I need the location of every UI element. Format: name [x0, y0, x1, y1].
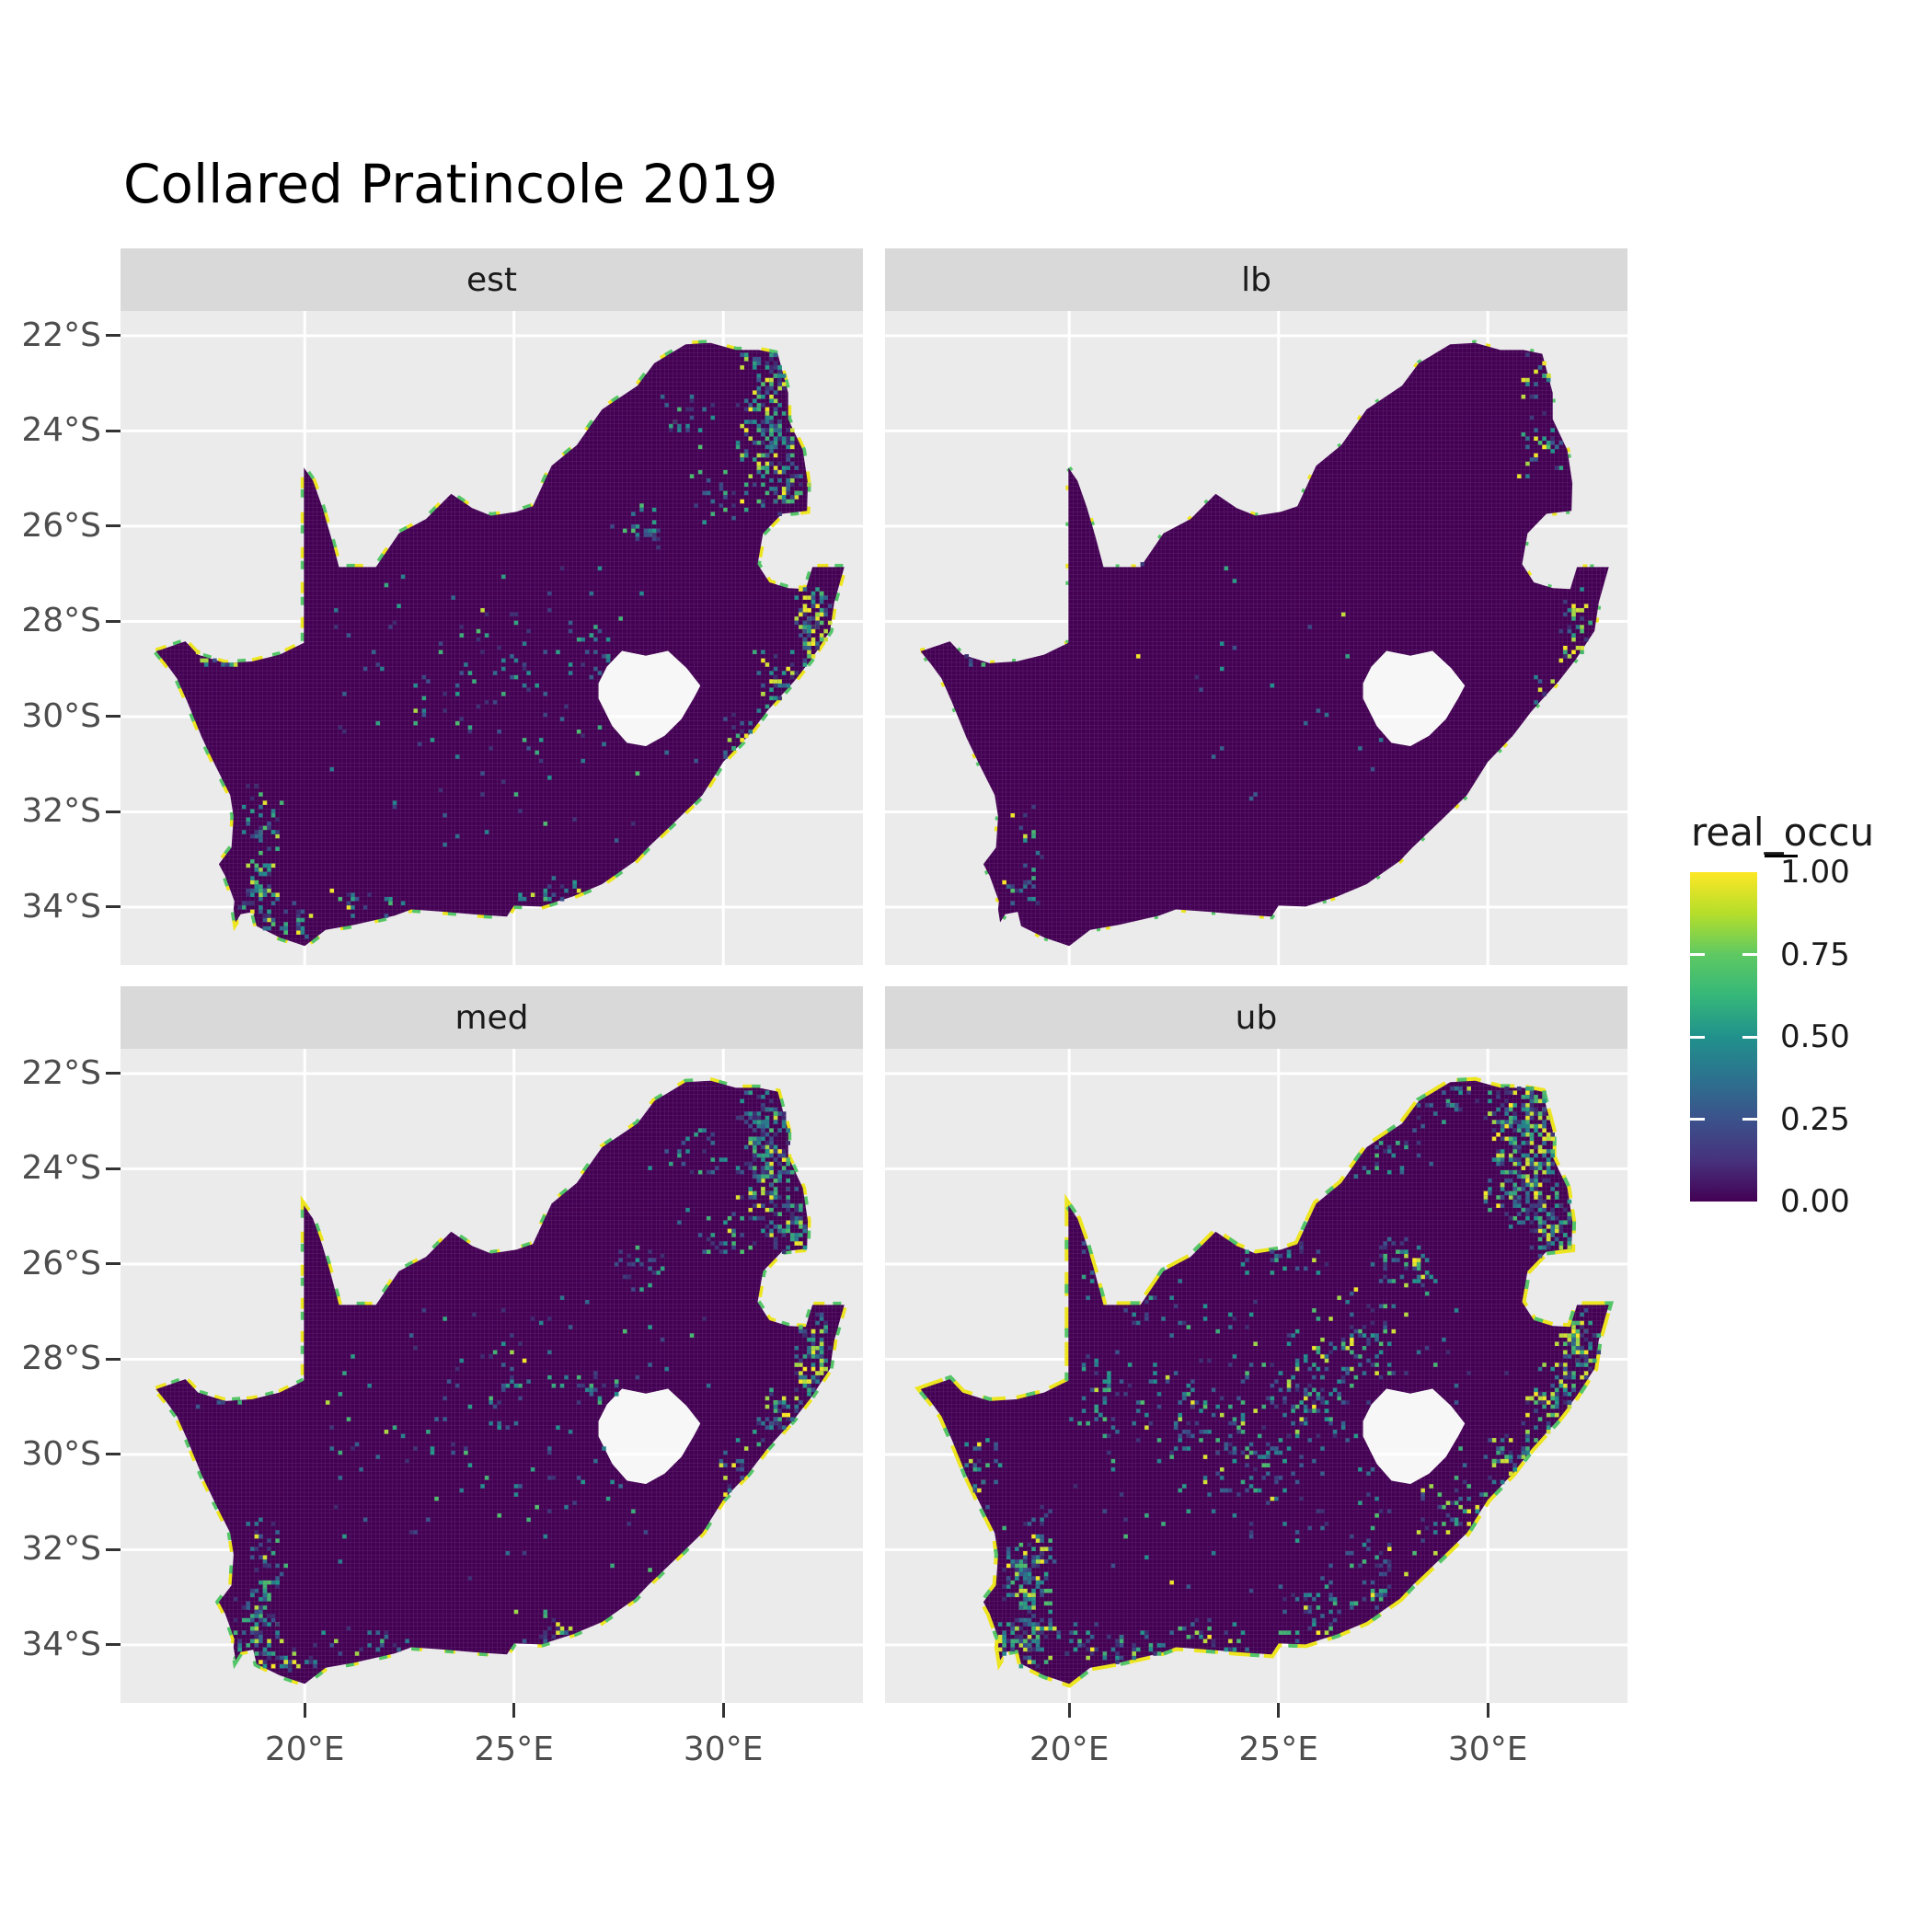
- occupancy-cells: [195, 1090, 833, 1673]
- panel-gridline: [885, 1072, 1627, 1075]
- legend-title: real_occu: [1691, 810, 1875, 855]
- panel-gridline: [121, 334, 863, 338]
- y-axis-tick: [106, 810, 121, 813]
- lesotho-hole: [598, 1388, 701, 1484]
- y-tick-label: 34°S: [21, 887, 101, 926]
- y-tick-label: 30°S: [21, 696, 101, 735]
- x-tick-label: 25°E: [1238, 1731, 1318, 1768]
- panel-gridline: [885, 429, 1627, 432]
- y-tick-label: 22°S: [21, 316, 101, 354]
- x-tick-label: 30°E: [1447, 1731, 1528, 1768]
- y-axis-tick: [106, 1167, 121, 1170]
- y-tick-label: 32°S: [21, 1530, 101, 1569]
- legend-tick: [1690, 953, 1705, 956]
- y-tick-label: 26°S: [21, 1244, 101, 1282]
- map-panel-ub: [885, 1049, 1627, 1703]
- map-panel-med: [121, 1049, 863, 1703]
- y-tick-label: 24°S: [21, 1149, 101, 1188]
- y-tick-label: 28°S: [21, 602, 101, 640]
- south-africa-map-est: [121, 311, 863, 965]
- plot-title: Collared Pratincole 2019: [123, 153, 778, 215]
- legend-tick: [1742, 1035, 1757, 1039]
- legend-tick-label: 0.25: [1780, 1100, 1850, 1138]
- country-raster: [155, 342, 845, 947]
- panel-gridline: [885, 1167, 1627, 1170]
- lesotho-hole: [1363, 1388, 1466, 1484]
- lesotho-hole: [598, 650, 701, 746]
- x-axis-tick: [1486, 1703, 1489, 1718]
- panel-gridline: [121, 1167, 863, 1170]
- facet-strip: lb: [885, 248, 1627, 311]
- y-axis-tick: [106, 1357, 121, 1361]
- map-panel-est: [121, 311, 863, 965]
- y-tick-label: 28°S: [21, 1340, 101, 1378]
- legend-tick-label: 0.75: [1780, 936, 1850, 973]
- legend-tick: [1742, 1118, 1757, 1121]
- y-axis-tick: [106, 905, 121, 909]
- y-axis-tick: [106, 334, 121, 338]
- x-axis-tick: [1277, 1703, 1281, 1718]
- legend-top-tick: [1765, 855, 1798, 857]
- facet-strip: est: [121, 248, 863, 311]
- x-axis-tick: [303, 1703, 306, 1718]
- facet-strip: ub: [885, 986, 1627, 1049]
- x-axis-tick: [1067, 1703, 1071, 1718]
- occupancy-cells: [964, 352, 1593, 906]
- south-africa-map-lb: [885, 311, 1627, 965]
- x-tick-label: 20°E: [264, 1731, 345, 1768]
- facet-strip-label: ub: [1235, 998, 1278, 1037]
- occupancy-cells: [964, 1086, 1602, 1669]
- x-tick-label: 20°E: [1029, 1731, 1110, 1768]
- y-axis-tick: [106, 429, 121, 432]
- facet-strip: med: [121, 986, 863, 1049]
- legend-tick-label: 1.00: [1780, 854, 1850, 891]
- south-africa-map-ub: [885, 1049, 1627, 1703]
- country-raster: [920, 342, 1609, 947]
- y-axis-tick: [106, 524, 121, 528]
- legend-tick-label: 0.00: [1780, 1183, 1850, 1220]
- y-axis-tick: [106, 715, 121, 719]
- facet-strip-label: med: [454, 998, 529, 1037]
- y-tick-label: 24°S: [21, 411, 101, 450]
- y-axis-tick: [106, 1262, 121, 1266]
- x-tick-label: 25°E: [474, 1731, 554, 1768]
- legend-tick-label: 0.50: [1780, 1018, 1850, 1055]
- y-axis-tick: [106, 1547, 121, 1551]
- x-axis-tick: [512, 1703, 516, 1718]
- facet-strip-label: lb: [1241, 260, 1271, 299]
- y-axis-tick: [106, 1453, 121, 1456]
- legend: real_occu 1.00 0.75 0.50 0.25 0.00: [1674, 810, 1923, 1251]
- y-tick-label: 34°S: [21, 1625, 101, 1663]
- south-africa-map-med: [121, 1049, 863, 1703]
- legend-tick: [1690, 1035, 1705, 1039]
- map-panel-lb: [885, 311, 1627, 965]
- panel-gridline: [885, 334, 1627, 338]
- coast-highlight-green: [150, 1077, 849, 1688]
- panel-gridline: [121, 1072, 863, 1075]
- lesotho-hole: [1363, 650, 1466, 746]
- x-axis-tick: [721, 1703, 725, 1718]
- occupancy-cells: [195, 352, 833, 939]
- x-tick-label: 30°E: [683, 1731, 764, 1768]
- y-axis-tick: [106, 619, 121, 623]
- y-tick-label: 22°S: [21, 1053, 101, 1092]
- panel-gridline: [121, 429, 863, 432]
- y-axis-tick: [106, 1643, 121, 1647]
- y-tick-label: 26°S: [21, 506, 101, 545]
- y-tick-label: 30°S: [21, 1434, 101, 1473]
- y-tick-label: 32°S: [21, 792, 101, 831]
- country-raster: [155, 1080, 845, 1685]
- legend-tick: [1690, 1118, 1705, 1121]
- y-axis-tick: [106, 1072, 121, 1075]
- legend-tick: [1742, 953, 1757, 956]
- facet-strip-label: est: [466, 260, 518, 299]
